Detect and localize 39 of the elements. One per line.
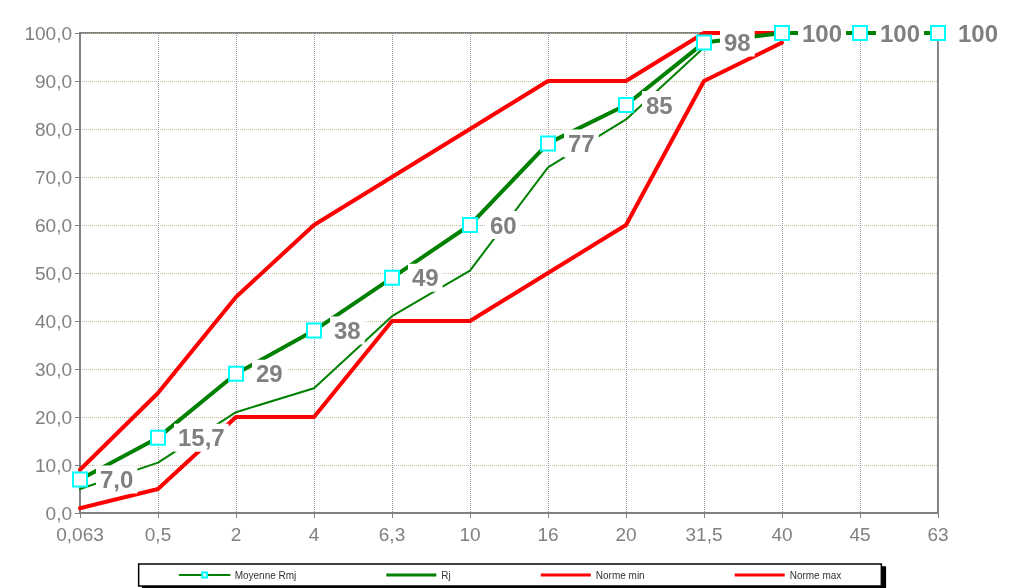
legend-label: Moyenne Rmj xyxy=(234,569,297,581)
y-tick-label: 30,0 xyxy=(35,358,72,380)
data-label: 100 xyxy=(958,19,999,47)
x-tick-label: 4 xyxy=(308,524,320,545)
x-tick-label: 40 xyxy=(771,524,793,545)
data-label: 29 xyxy=(256,360,283,388)
x-tick-label: 63 xyxy=(927,524,949,545)
data-label: 100 xyxy=(880,19,921,47)
y-tick-label: 90,0 xyxy=(35,70,72,92)
x-tick-label: 2 xyxy=(230,524,242,545)
x-tick-label: 6,3 xyxy=(378,524,406,545)
y-tick-label: 10,0 xyxy=(35,454,72,476)
x-tick-label: 10 xyxy=(459,524,481,545)
data-label: 15,7 xyxy=(178,424,225,452)
y-tick-label: 100,0 xyxy=(24,22,72,44)
x-tick-label: 16 xyxy=(537,524,559,545)
y-tick-label: 80,0 xyxy=(35,118,72,140)
data-label: 38 xyxy=(334,317,361,345)
data-label: 49 xyxy=(412,264,439,292)
data-label: 60 xyxy=(490,211,517,239)
x-tick-label: 0,063 xyxy=(56,524,104,545)
x-tick-label: 45 xyxy=(849,524,871,545)
x-tick-label: 20 xyxy=(615,524,637,545)
legend-label: Rj xyxy=(441,569,451,581)
y-tick-label: 70,0 xyxy=(35,166,72,188)
y-tick-label: 40,0 xyxy=(35,310,72,332)
x-tick-label: 31,5 xyxy=(685,524,723,545)
data-label: 100 xyxy=(802,19,843,47)
x-tick-label: 0,5 xyxy=(144,524,172,545)
y-tick-label: 20,0 xyxy=(35,406,72,428)
data-label: 85 xyxy=(646,91,673,119)
legend-label: Norme min xyxy=(595,569,645,581)
data-label: 77 xyxy=(568,129,595,157)
legend-label: Norme max xyxy=(789,569,842,581)
y-tick-label: 0,0 xyxy=(45,502,72,524)
y-tick-label: 50,0 xyxy=(35,262,72,284)
data-label: 7,0 xyxy=(100,465,134,493)
data-label: 98 xyxy=(724,29,751,57)
y-tick-label: 60,0 xyxy=(35,214,72,236)
